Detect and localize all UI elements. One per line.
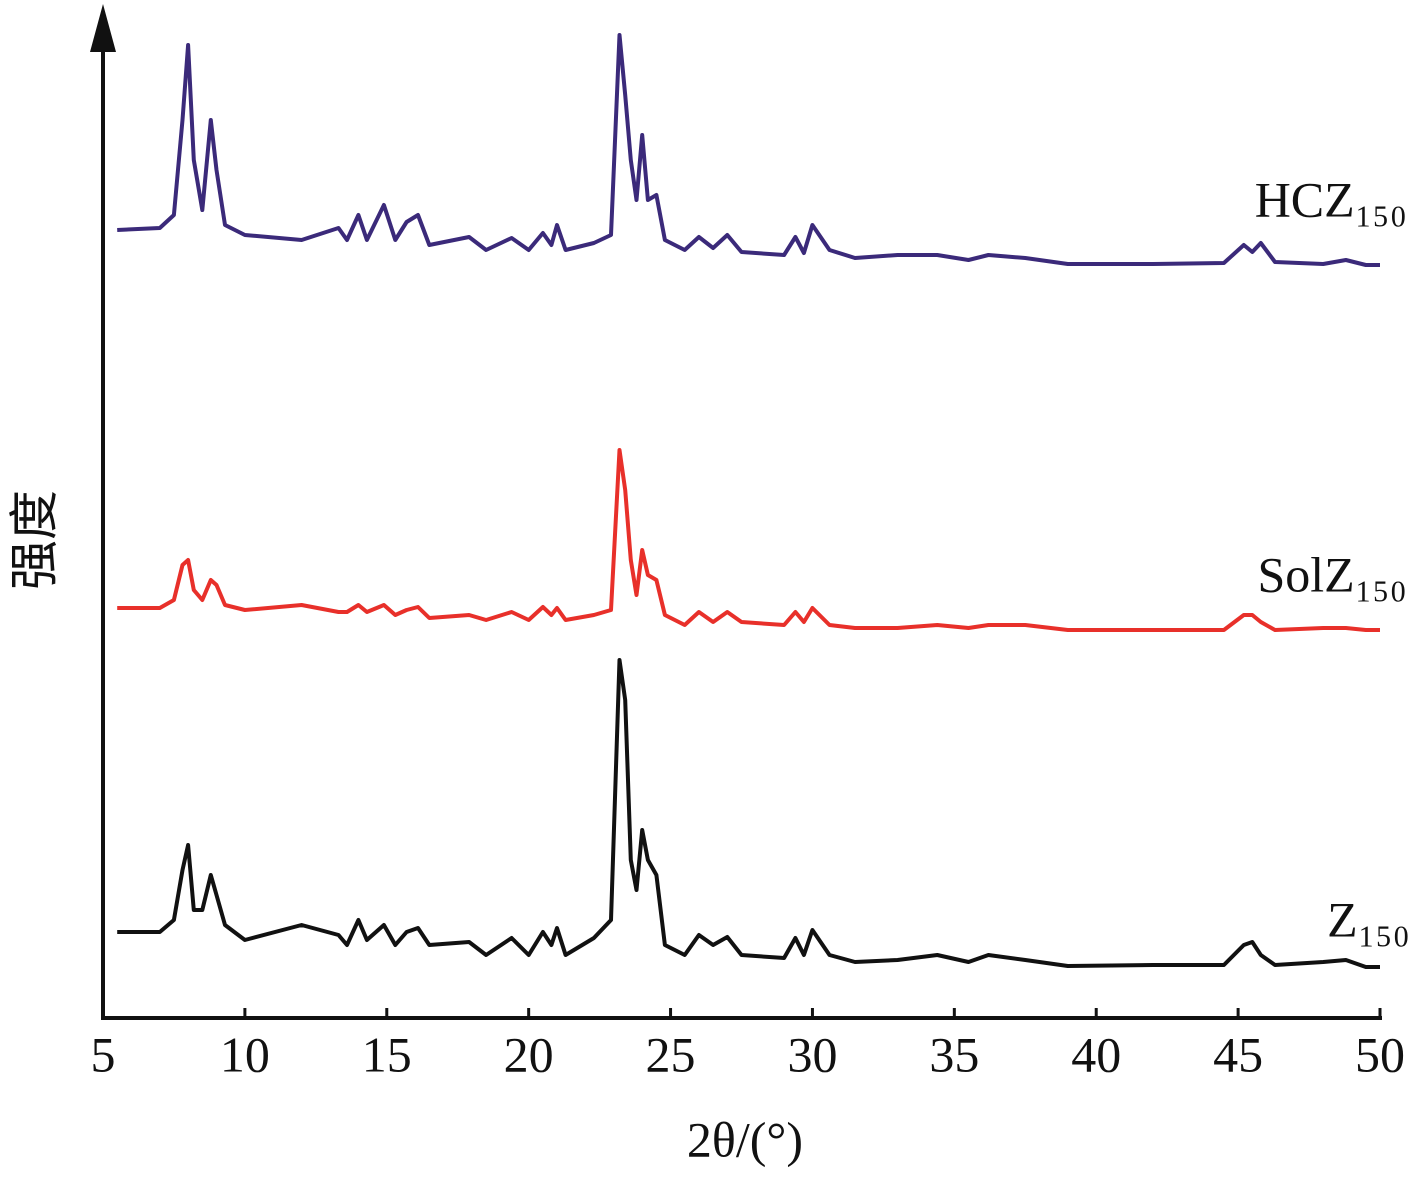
- x-tick-label: 40: [1071, 1026, 1121, 1082]
- series-line: [117, 33, 1380, 267]
- series-line: [117, 658, 1380, 969]
- x-tick-label: 25: [646, 1026, 696, 1082]
- y-axis-arrow: [90, 4, 116, 52]
- x-tick-label: 45: [1213, 1026, 1263, 1082]
- x-tick-label: 35: [929, 1026, 979, 1082]
- x-tick-label: 20: [504, 1026, 554, 1082]
- x-tick-label: 30: [787, 1026, 837, 1082]
- x-tick-label: 5: [91, 1026, 116, 1082]
- series-label: Z₁₅₀: [1327, 891, 1410, 947]
- series-label: HCZ₁₅₀: [1255, 171, 1407, 227]
- x-tick-label: 50: [1355, 1026, 1405, 1082]
- y-axis-label: 强度: [6, 490, 62, 590]
- series-label: SolZ₁₅₀: [1257, 546, 1407, 602]
- x-axis-label: 2θ/(°): [687, 1111, 803, 1167]
- series-line: [117, 448, 1380, 632]
- x-tick-label: 15: [362, 1026, 412, 1082]
- x-tick-label: 10: [220, 1026, 270, 1082]
